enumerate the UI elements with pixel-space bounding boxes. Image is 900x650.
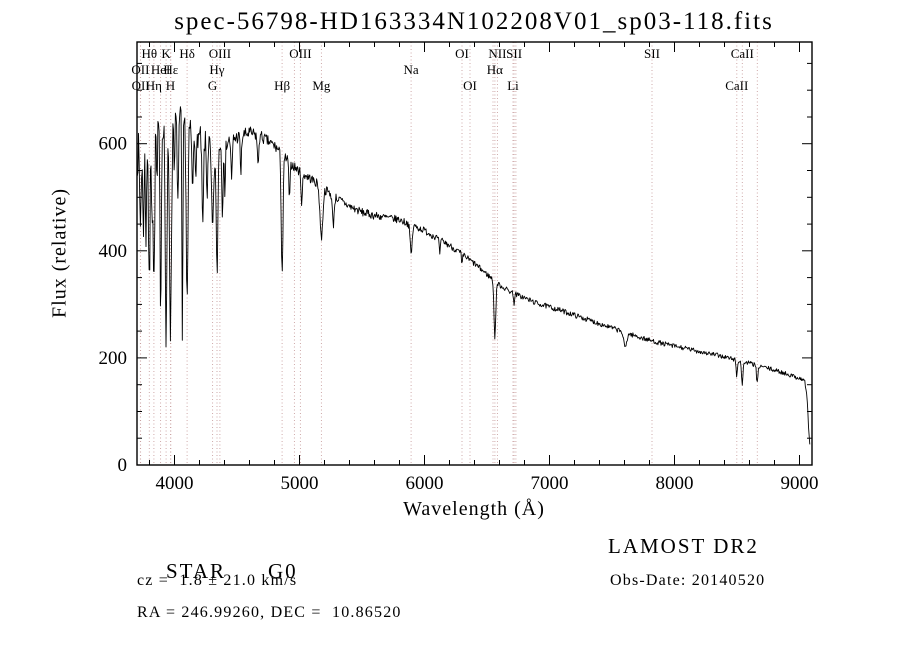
spectral-line-label: G [208, 78, 217, 93]
y-tick-label: 0 [118, 455, 128, 476]
spectral-line-label: Hε [163, 62, 178, 77]
spectral-line-label: OI [455, 46, 469, 61]
classification-line: STAR G0 [137, 534, 298, 609]
spectral-line-label: Na [404, 62, 419, 77]
spectral-line-label: Hη [146, 78, 162, 93]
spectral-line-label: H [166, 78, 175, 93]
x-tick-label: 4000 [156, 473, 194, 494]
spectral-line-label: SII [506, 46, 522, 61]
spectral-line-label: OII [132, 78, 150, 93]
ra-dec-value: RA = 246.99260, DEC = 10.86520 [137, 604, 402, 621]
plot-border [136, 41, 813, 466]
x-tick-label: 6000 [406, 473, 444, 494]
x-axis-label: Wavelength (Å) [403, 498, 545, 520]
y-tick-label: 200 [99, 348, 128, 369]
spectral-line-label: OII [131, 62, 149, 77]
x-tick-label: 5000 [281, 473, 319, 494]
x-tick-label: 9000 [781, 473, 819, 494]
plot-title: spec-56798-HD163334N102208V01_sp03-118.f… [174, 8, 774, 35]
spectral-line-label: CaII [731, 46, 754, 61]
spectral-line-label: CaII [725, 78, 748, 93]
object-type: STAR [166, 559, 226, 583]
y-tick-label: 400 [99, 241, 128, 262]
spectral-line-label: Hγ [209, 62, 224, 77]
spectral-line-label: Mg [312, 78, 331, 93]
spectral-line-label: SII [644, 46, 660, 61]
spectral-line-label: K [161, 46, 171, 61]
x-tick-label: 8000 [656, 473, 694, 494]
spectral-line-label: Hθ [141, 46, 157, 61]
x-tick-label: 7000 [531, 473, 569, 494]
spectral-line-label: OI [463, 78, 477, 93]
spectral-line-label: NII [488, 46, 506, 61]
spectral-line-label: HeI [151, 62, 171, 77]
y-axis-label: Flux (relative) [48, 188, 71, 318]
spectral-line-label: Hβ [274, 78, 290, 93]
spectral-line-label: Hδ [179, 46, 195, 61]
cz-value: cz = 1.8 ± 21.0 km/s [137, 572, 298, 589]
y-tick-label: 600 [99, 134, 128, 155]
obs-date: Obs-Date: 20140520 [610, 572, 766, 589]
survey-name: LAMOST DR2 [608, 534, 759, 558]
spectrum-trace [136, 106, 811, 445]
spectral-line-label: Hα [487, 62, 503, 77]
spectral-line-label: Li [507, 78, 519, 93]
spectral-line-label: OIII [289, 46, 311, 61]
object-subclass: G0 [268, 559, 298, 583]
spectral-line-label: OIII [209, 46, 231, 61]
